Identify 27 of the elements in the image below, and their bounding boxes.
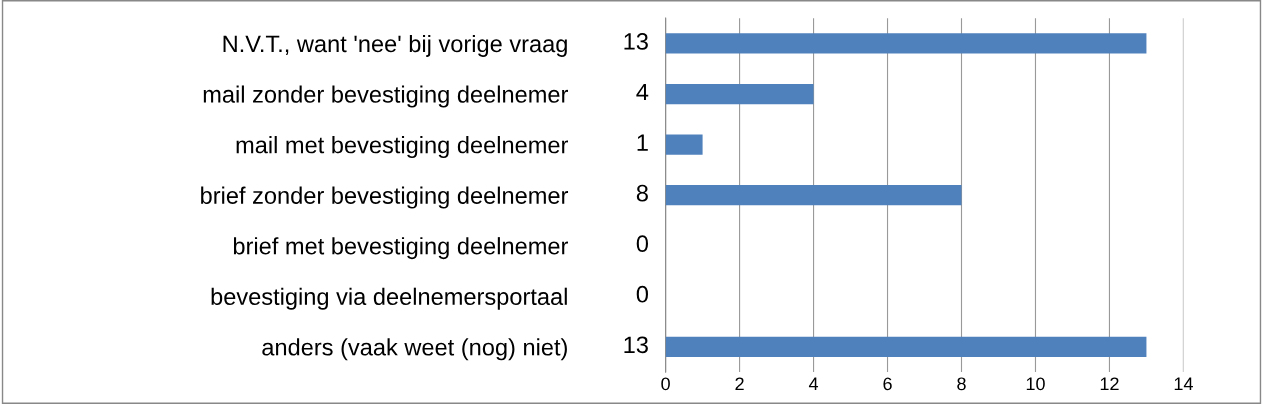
y-tick-label: mail met bevestiging deelnemer (236, 136, 569, 159)
x-tick-label: 14 (1174, 377, 1193, 391)
bar (665, 134, 703, 155)
data-label: 1 (637, 134, 648, 151)
x-tick-label: 10 (1026, 377, 1045, 391)
y-tick-label: brief zonder bevestiging deelnemer (201, 186, 569, 209)
x-tick-label: 12 (1100, 377, 1119, 391)
bar (665, 33, 1147, 54)
bar (665, 336, 1147, 357)
y-tick-label: bevestiging via deelnemersportaal (211, 287, 567, 310)
x-tick-label: 0 (661, 377, 670, 391)
x-tick-label: 6 (883, 377, 892, 391)
data-label: 13 (624, 336, 648, 354)
y-tick-label: N.V.T., want 'nee' bij vorige vraag (223, 34, 567, 57)
data-label: 13 (624, 33, 648, 50)
x-tick-label: 8 (957, 377, 966, 391)
data-label: 0 (636, 235, 649, 253)
y-tick-label: mail zonder bevestiging deelnemer (203, 85, 569, 108)
data-label: 8 (636, 184, 648, 202)
y-tick-label: anders (vaak weet (nog) niet) (262, 338, 567, 361)
bar (665, 83, 814, 105)
data-label: 0 (636, 285, 649, 303)
data-label: 4 (636, 83, 649, 101)
x-tick-label: 4 (808, 377, 819, 391)
x-tick-label: 2 (735, 377, 744, 391)
y-tick-label: brief met bevestiging deelnemer (233, 237, 569, 260)
bar (665, 185, 962, 206)
